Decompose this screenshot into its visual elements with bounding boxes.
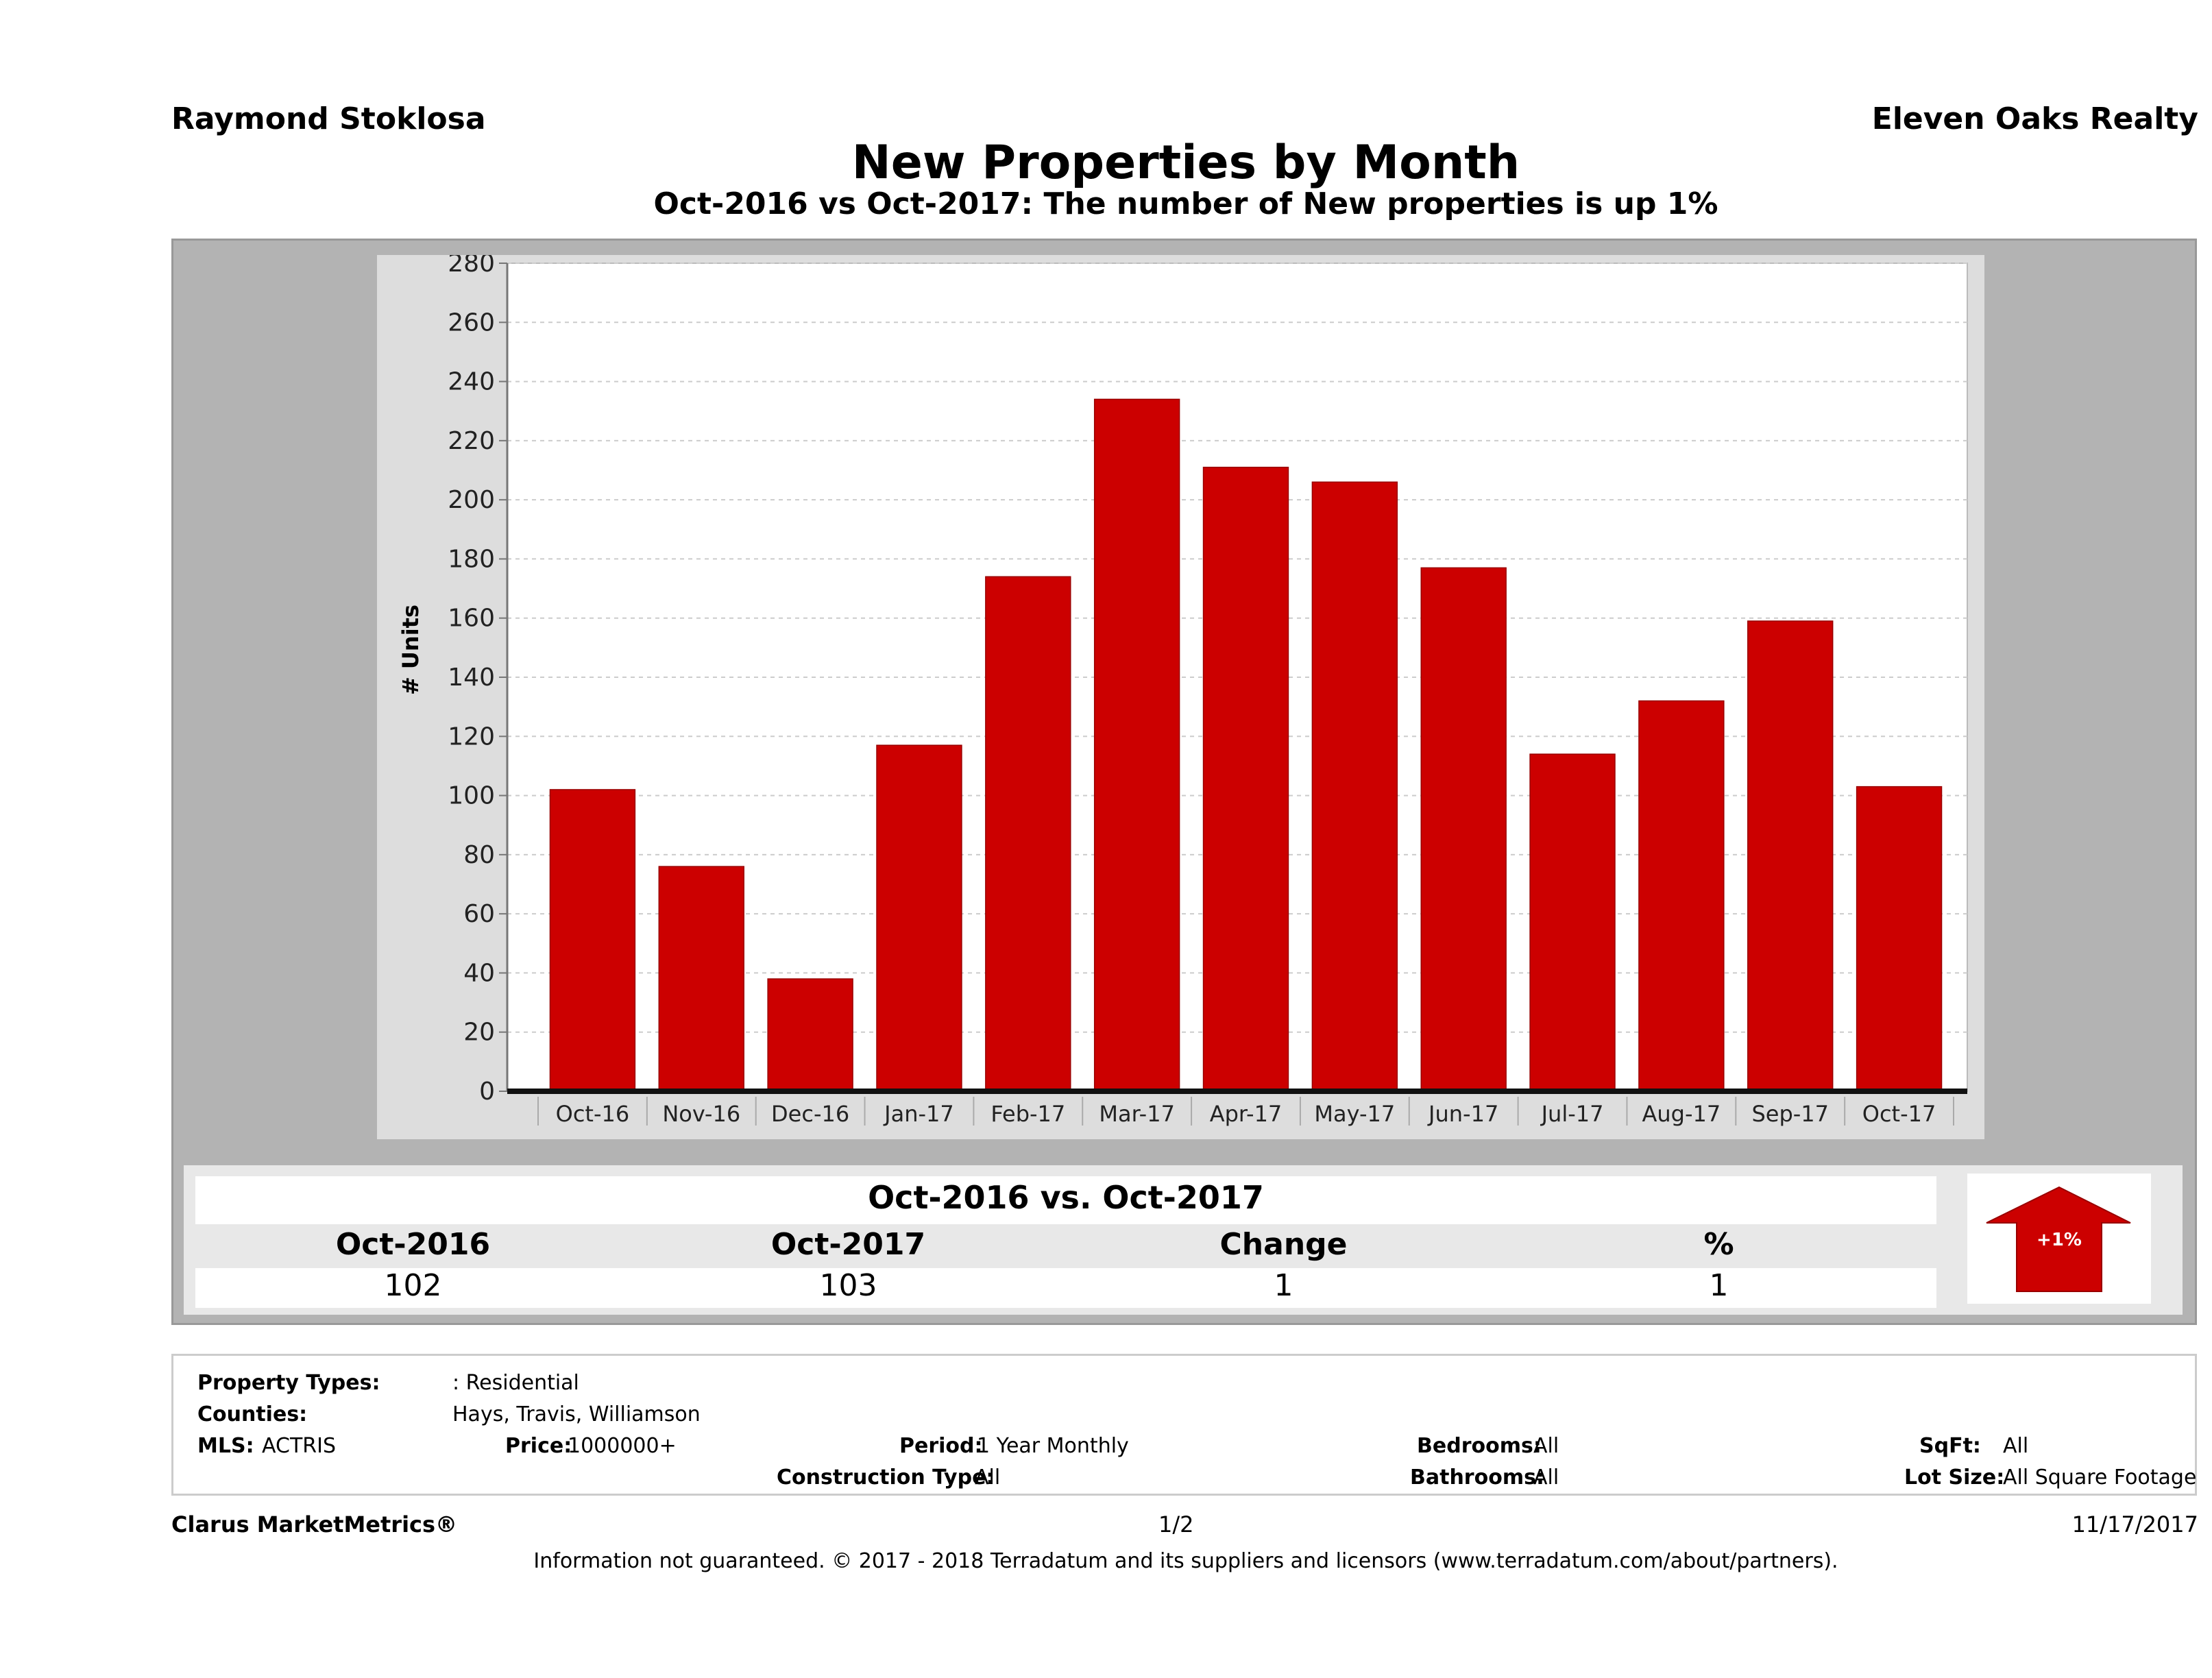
bar — [767, 978, 853, 1092]
bars — [549, 398, 1943, 1092]
bar — [1856, 786, 1943, 1092]
summary-header-prev: Oct-2016 — [335, 1227, 491, 1262]
plot-panel: 0 20 40 60 80 100 120 140 160 180 200 220 240 260 280 … — [377, 255, 1984, 1139]
up-arrow-icon: +1% — [1986, 1186, 2131, 1292]
summary-values-row — [195, 1268, 1936, 1308]
y-axis-title: # Units — [398, 605, 424, 695]
summary-header-curr: Oct-2017 — [770, 1227, 926, 1262]
bar — [549, 789, 636, 1092]
x-tick-label: Nov-16 — [662, 1101, 740, 1127]
criteria-panel — [171, 1354, 2197, 1496]
lot-size-value: All Square Footage — [2003, 1466, 2197, 1489]
mls-value: ACTRIS — [262, 1434, 337, 1458]
bathrooms-label: Bathrooms: — [1410, 1466, 1544, 1489]
disclaimer: Information not guaranteed. © 2017 - 201… — [533, 1549, 1838, 1573]
counties-label: Counties: — [197, 1402, 308, 1426]
x-tick-label: Aug-17 — [1642, 1101, 1721, 1127]
chart-subtitle: Oct-2016 vs Oct-2017: The number of New … — [653, 186, 1718, 221]
summary-value-percent: 1 — [1709, 1268, 1729, 1303]
y-tick-label: 260 — [448, 308, 495, 337]
y-tick-label: 80 — [463, 841, 495, 869]
y-tick-label: 280 — [448, 255, 495, 278]
summary-title: Oct-2016 vs. Oct-2017 — [868, 1179, 1264, 1216]
brokerage-name: Eleven Oaks Realty — [1871, 101, 2198, 136]
bar — [658, 866, 744, 1092]
x-tick-label: Dec-16 — [771, 1101, 849, 1127]
agent-name: Raymond Stoklosa — [171, 101, 486, 136]
y-tick-label: 200 — [448, 486, 495, 514]
y-tick-label: 160 — [448, 605, 495, 633]
summary-header-change: Change — [1219, 1227, 1348, 1262]
summary-value-prev: 102 — [384, 1268, 442, 1303]
bedrooms-label: Bedrooms: — [1417, 1434, 1542, 1458]
bar — [1311, 481, 1398, 1092]
y-tick-label: 20 — [463, 1019, 495, 1047]
y-tick-label: 60 — [463, 900, 495, 928]
y-tick-label: 140 — [448, 664, 495, 692]
summary-value-curr: 103 — [819, 1268, 877, 1303]
y-tick-label: 100 — [448, 782, 495, 810]
y-tick-label: 0 — [479, 1078, 495, 1106]
bar — [1638, 700, 1725, 1092]
y-tick-label: 40 — [463, 959, 495, 987]
x-tick-labels: Oct-16 Nov-16 Dec-16 Jan-17 Feb-17 Mar-17 Apr-… — [556, 1101, 1936, 1127]
property-types-label: Property Types: — [197, 1371, 380, 1395]
bar — [1420, 567, 1507, 1092]
trend-indicator: +1% — [1967, 1174, 2151, 1304]
construction-type-value: All — [975, 1466, 1001, 1489]
x-tick-label: Sep-17 — [1751, 1101, 1829, 1127]
bar — [1529, 753, 1616, 1092]
price-value: 1000000+ — [568, 1434, 677, 1458]
y-tick-label: 240 — [448, 368, 495, 396]
x-tick-label: Jan-17 — [883, 1101, 954, 1127]
bar-chart: 020406080100120140160180200220240260280 … — [398, 255, 1968, 1127]
bar — [985, 576, 1071, 1092]
sqft-value: All — [2003, 1434, 2029, 1458]
bedrooms-value: All — [1533, 1434, 1559, 1458]
period-value: 1 Year Monthly — [977, 1434, 1129, 1458]
construction-type-label: Construction Type: — [777, 1466, 995, 1489]
summary-value-change: 1 — [1274, 1268, 1293, 1303]
x-tick-label: Jun-17 — [1427, 1101, 1498, 1127]
chart-title: New Properties by Month — [851, 136, 1520, 190]
bathrooms-value: All — [1533, 1466, 1559, 1489]
sqft-label: SqFt: — [1919, 1434, 1981, 1458]
y-tick-label: 120 — [448, 722, 495, 751]
bar — [1202, 466, 1289, 1092]
x-tick-label: Oct-17 — [1862, 1101, 1936, 1127]
period-label: Period: — [899, 1434, 983, 1458]
y-tick-labels: 0 20 40 60 80 100 120 140 160 180 200 220 240 260 280 — [448, 255, 495, 1106]
lot-size-label: Lot Size: — [1904, 1466, 2005, 1489]
mls-label: MLS: — [197, 1434, 254, 1458]
bar — [1093, 398, 1180, 1092]
summary-title-row — [195, 1176, 1936, 1224]
counties-value: Hays, Travis, Williamson — [452, 1402, 701, 1426]
y-tick-label: 220 — [448, 427, 495, 455]
trend-percent-label: +1% — [2037, 1230, 2082, 1250]
x-tick-label: Mar-17 — [1099, 1101, 1175, 1127]
report-date: 11/17/2017 — [2071, 1511, 2198, 1537]
bar — [876, 744, 962, 1092]
x-tick-label: Feb-17 — [990, 1101, 1065, 1127]
bar — [1747, 620, 1834, 1092]
x-tick-label: Oct-16 — [556, 1101, 630, 1127]
x-tick-label: May-17 — [1314, 1101, 1395, 1127]
page-number: 1/2 — [1158, 1511, 1194, 1537]
summary-header-percent: % — [1703, 1227, 1734, 1262]
product-name: Clarus MarketMetrics® — [171, 1511, 458, 1537]
x-tick-label: Apr-17 — [1210, 1101, 1283, 1127]
y-tick-label: 180 — [448, 545, 495, 573]
axes — [499, 263, 1967, 1126]
property-types-value: : Residential — [452, 1371, 579, 1395]
price-label: Price: — [505, 1434, 572, 1458]
x-tick-label: Jul-17 — [1540, 1101, 1604, 1127]
